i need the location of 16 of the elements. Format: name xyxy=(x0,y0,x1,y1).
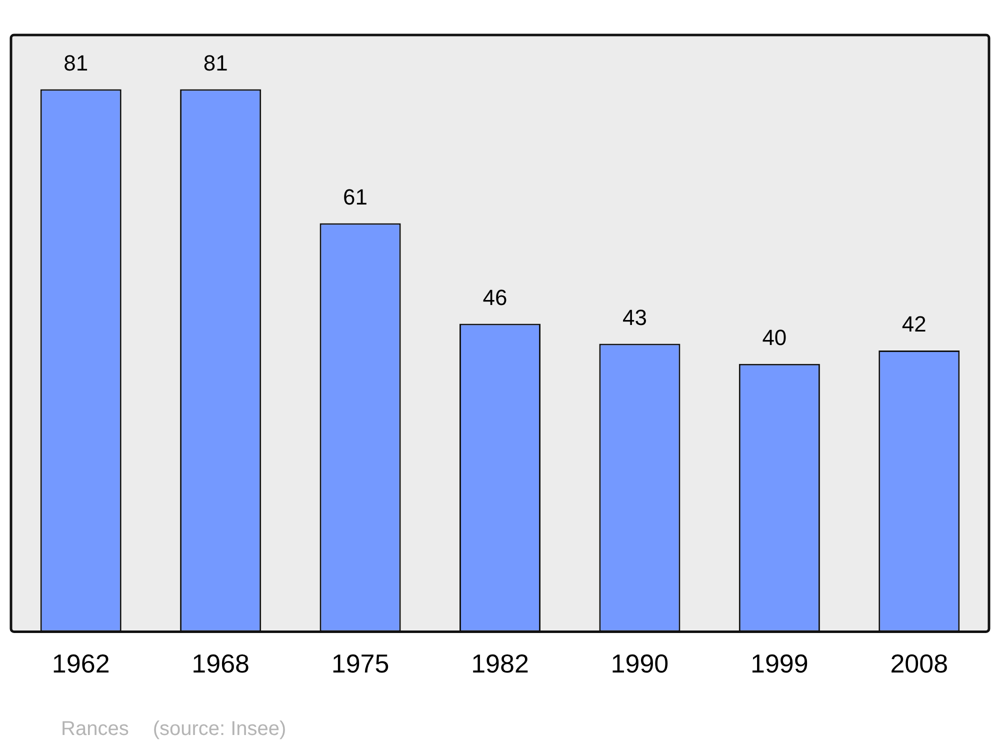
x-tick-label: 1999 xyxy=(750,648,808,679)
x-tick-label: 2008 xyxy=(890,648,948,679)
data-label: 42 xyxy=(902,312,926,337)
data-label: 81 xyxy=(64,50,88,76)
x-tick-label: 1962 xyxy=(52,648,110,679)
data-label: 61 xyxy=(343,184,368,210)
data-label: 43 xyxy=(622,304,647,330)
data-label: 81 xyxy=(203,50,228,76)
data-label: 46 xyxy=(482,284,508,310)
text: Rances xyxy=(61,718,129,741)
x-tick-label: 1975 xyxy=(331,648,390,679)
x-tick-label: 1982 xyxy=(471,648,529,679)
text: (source: Insee) xyxy=(152,718,286,741)
x-tick-label: 1968 xyxy=(192,648,250,679)
data-label: 40 xyxy=(762,324,787,350)
x-tick-label: 1990 xyxy=(610,648,669,679)
